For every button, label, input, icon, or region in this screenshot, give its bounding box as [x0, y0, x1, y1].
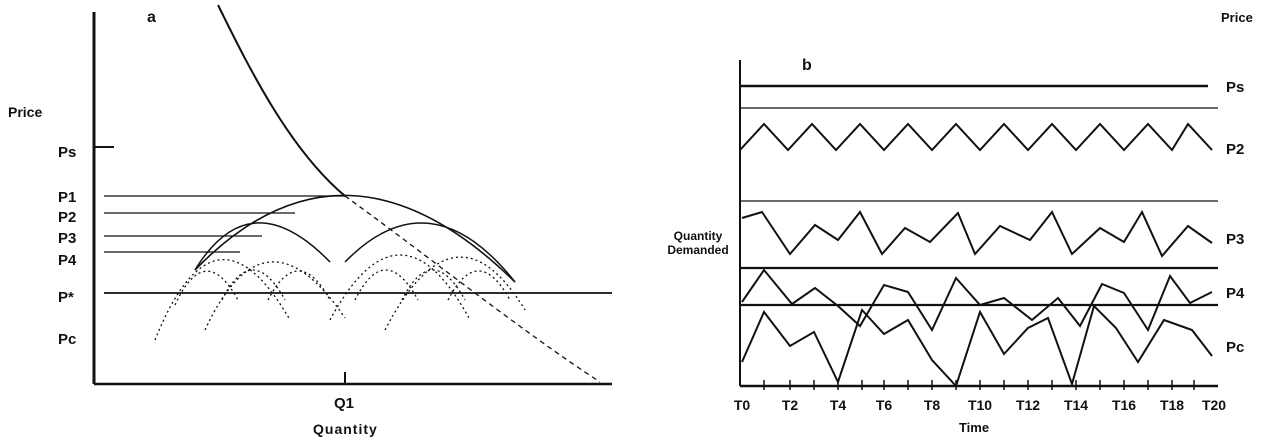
- x-tick-t14: T14: [1064, 397, 1088, 413]
- x-tick-t10: T10: [968, 397, 992, 413]
- panel-a-letter: a: [147, 9, 156, 26]
- row-label-p3: P3: [1226, 231, 1244, 248]
- demand-curve-dashed: [344, 195, 601, 383]
- panel-a: a Price Ps P1 P2 P3 P4 P* Pc: [8, 4, 612, 437]
- x-tick-t2: T2: [782, 397, 799, 413]
- x-tick-t0: T0: [734, 397, 751, 413]
- series-p3: [741, 209, 1213, 258]
- panel-b-x-ticks: [763, 380, 1195, 390]
- demand-curve: [217, 4, 346, 197]
- arch-p2-right: [344, 222, 516, 283]
- panel-b-right-header: Price: [1221, 10, 1253, 25]
- price-label-pstar: P*: [58, 289, 74, 306]
- panel-b: b Price Quantity Demanded Ps P2 P3 P4 Pc: [667, 10, 1252, 435]
- panel-b-letter: b: [802, 57, 812, 74]
- arch-p1: [194, 194, 516, 283]
- series-pc: [741, 304, 1213, 388]
- panel-b-y-axis-label-line2: Demanded: [667, 243, 728, 257]
- price-label-p2: P2: [58, 209, 76, 226]
- price-label-ps: Ps: [58, 144, 76, 161]
- x-tick-t8: T8: [924, 397, 941, 413]
- panel-a-y-axis-label: Price: [8, 104, 42, 120]
- row-label-p2: P2: [1226, 141, 1244, 158]
- row-label-pc: Pc: [1226, 339, 1244, 356]
- x-tick-t16: T16: [1112, 397, 1136, 413]
- dotted-arches: [154, 254, 526, 341]
- price-label-p3: P3: [58, 230, 76, 247]
- price-label-p4: P4: [58, 252, 77, 269]
- panel-b-x-axis-label: Time: [959, 420, 989, 435]
- price-label-p1: P1: [58, 189, 76, 206]
- arch-p2-left: [194, 222, 331, 271]
- series-p2: [739, 122, 1213, 152]
- x-tick-t20: T20: [1202, 397, 1226, 413]
- x-tick-t4: T4: [830, 397, 847, 413]
- row-label-p4: P4: [1226, 285, 1245, 302]
- row-label-ps: Ps: [1226, 79, 1244, 96]
- x-tick-t12: T12: [1016, 397, 1040, 413]
- panel-b-y-axis-label-line1: Quantity: [674, 229, 723, 243]
- panel-a-x-axis-label: Quantity: [313, 421, 378, 437]
- series-p4: [741, 268, 1213, 333]
- x-tick-t6: T6: [876, 397, 893, 413]
- x-tick-q1: Q1: [334, 395, 354, 412]
- x-tick-t18: T18: [1160, 397, 1184, 413]
- price-label-pc: Pc: [58, 331, 76, 348]
